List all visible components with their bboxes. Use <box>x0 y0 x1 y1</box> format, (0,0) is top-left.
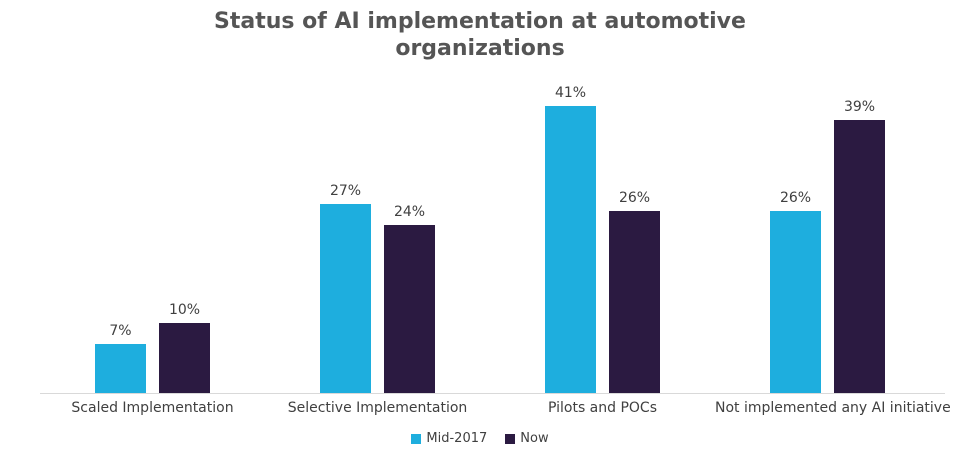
legend-swatch-now <box>505 433 516 444</box>
legend: Mid-2017 Now <box>0 431 960 446</box>
category-labels-row: Scaled Implementation Selective Implement… <box>40 400 951 416</box>
category-label: Pilots and POCs <box>547 400 658 416</box>
value-label: 27% <box>329 183 362 199</box>
legend-swatch-mid-2017 <box>411 433 422 444</box>
value-label: 26% <box>779 190 812 206</box>
bar-now <box>609 211 660 393</box>
value-label: 24% <box>393 204 426 220</box>
bar-mid-2017 <box>320 204 371 393</box>
x-axis-line <box>40 393 945 394</box>
bar-group-pilots-and-pocs: 41% 26% <box>490 78 715 393</box>
category-label: Scaled Implementation <box>71 400 234 416</box>
bar-now <box>384 225 435 393</box>
value-label: 41% <box>554 85 587 101</box>
bar-with-label: 24% <box>384 204 435 393</box>
value-label: 39% <box>843 99 876 115</box>
bar-group-scaled-implementation: 7% 10% <box>40 78 265 393</box>
chart-title: Status of AI implementation at automotiv… <box>0 8 960 62</box>
chart-title-line-2: organizations <box>395 36 565 61</box>
bar-chart: Status of AI implementation at automotiv… <box>0 8 960 464</box>
plot-area: 7% 10% 27% 24% 41% 26% 26% 39% Scaled Implement… <box>40 78 960 416</box>
bar-now <box>159 323 210 393</box>
bar-mid-2017 <box>770 211 821 393</box>
bar-with-label: 39% <box>834 99 885 393</box>
value-label: 26% <box>618 190 651 206</box>
value-label: 7% <box>109 323 132 339</box>
bar-with-label: 7% <box>95 323 146 393</box>
bar-now <box>834 120 885 393</box>
bar-mid-2017 <box>545 106 596 393</box>
bar-with-label: 41% <box>545 85 596 393</box>
bar-with-label: 26% <box>770 190 821 393</box>
bar-mid-2017 <box>95 344 146 393</box>
category-label: Selective Implementation <box>287 400 468 416</box>
bar-with-label: 10% <box>159 302 210 393</box>
bar-with-label: 26% <box>609 190 660 393</box>
bar-with-label: 27% <box>320 183 371 393</box>
chart-title-line-1: Status of AI implementation at automotiv… <box>214 9 746 34</box>
legend-item-now: Now <box>505 431 549 446</box>
legend-label: Mid-2017 <box>426 431 488 446</box>
legend-item-mid-2017: Mid-2017 <box>411 431 487 446</box>
bar-group-selective-implementation: 27% 24% <box>265 78 490 393</box>
legend-label: Now <box>520 431 549 446</box>
value-label: 10% <box>168 302 201 318</box>
bar-groups-container: 7% 10% 27% 24% 41% 26% 26% 39% <box>40 78 940 393</box>
bar-group-not-implemented-any-ai-initiative: 26% 39% <box>715 78 940 393</box>
category-label: Not implemented any AI initiative <box>715 400 951 416</box>
